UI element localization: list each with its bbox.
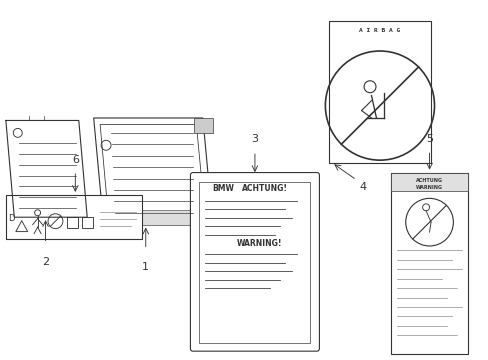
FancyBboxPatch shape (328, 21, 430, 163)
FancyBboxPatch shape (190, 172, 319, 351)
Text: ACHTUNG!: ACHTUNG! (242, 184, 287, 193)
Text: ACHTUNG: ACHTUNG (415, 177, 442, 183)
Polygon shape (194, 118, 212, 133)
Text: A I R B A G: A I R B A G (359, 28, 400, 33)
Text: BMW: BMW (212, 184, 234, 193)
Bar (67, 217, 78, 228)
Text: 2: 2 (42, 257, 49, 267)
FancyBboxPatch shape (390, 172, 468, 354)
Text: WARNING!: WARNING! (237, 239, 282, 248)
Text: WARNING: WARNING (415, 185, 442, 190)
FancyBboxPatch shape (6, 195, 142, 239)
Text: 5: 5 (425, 134, 432, 144)
FancyBboxPatch shape (390, 172, 468, 191)
Bar (82, 217, 93, 228)
Text: 3: 3 (251, 134, 258, 144)
Polygon shape (103, 210, 205, 225)
Text: D: D (9, 214, 15, 223)
Text: 4: 4 (359, 182, 366, 192)
Text: 1: 1 (142, 262, 149, 272)
Text: 6: 6 (72, 155, 79, 165)
